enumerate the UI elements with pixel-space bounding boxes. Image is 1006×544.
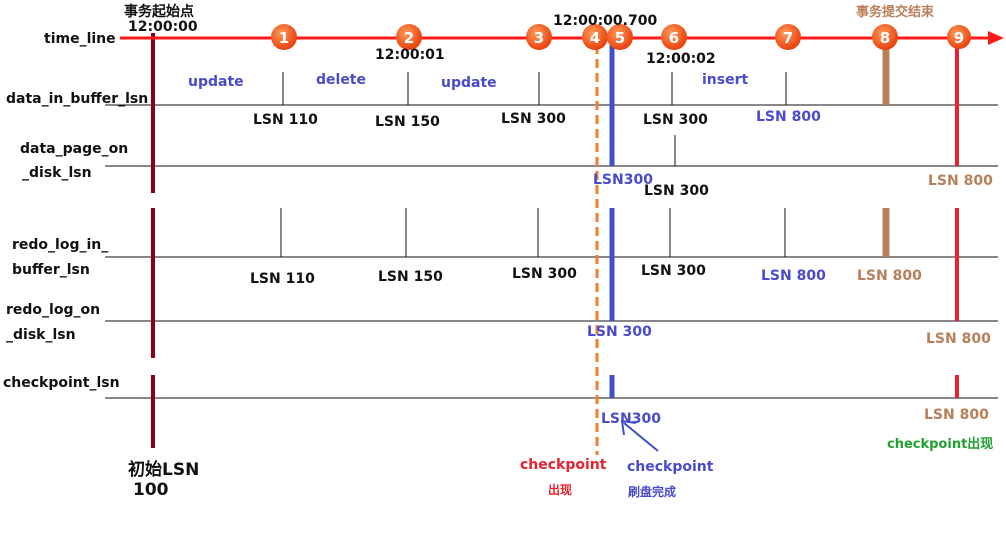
op-update-2: update (441, 75, 497, 91)
checkpoint-appear-label: checkpoint (520, 457, 607, 473)
start-title: 事务起始点 (124, 3, 194, 20)
checkpoint-flush-label: checkpoint (627, 459, 714, 475)
marker-1: 1 (271, 24, 297, 50)
lsn-label: LSN300 (593, 172, 653, 188)
ticks (280, 72, 787, 257)
row-label-redo-disk-2: _disk_lsn (6, 327, 76, 343)
checkpoint-flush-label-2: 刷盘完成 (628, 484, 676, 499)
initial-lsn-label: 初始LSN (128, 459, 199, 480)
row-label-checkpoint: checkpoint_lsn (3, 375, 120, 391)
marker-4: 4 (582, 24, 608, 50)
lsn-label: LSN 300 (644, 183, 709, 199)
marker-6: 6 (661, 24, 687, 50)
svg-text:3: 3 (534, 29, 544, 47)
lsn-label: LSN 800 (756, 109, 821, 125)
row-label-time-line: time_line (44, 31, 116, 47)
row-label-redo-buffer-2: buffer_lsn (12, 262, 90, 278)
lsn-label: LSN 300 (641, 263, 706, 279)
lsn-label: LSN 150 (378, 269, 443, 285)
row-lines (105, 104, 998, 399)
lsn-label: LSN300 (601, 411, 661, 427)
time-t2: 12:00:02 (646, 51, 716, 67)
svg-text:8: 8 (880, 29, 890, 47)
marker-2: 2 (396, 24, 422, 50)
lsn-label: LSN 300 (587, 324, 652, 340)
svg-text:7: 7 (783, 29, 793, 47)
lsn-label: LSN 300 (512, 266, 577, 282)
lsn-label: LSN 110 (250, 271, 315, 287)
marker-9: 9 (947, 25, 971, 49)
row-label-data-in-buffer: data_in_buffer_lsn (6, 91, 148, 107)
svg-text:2: 2 (404, 29, 414, 47)
time-t0: 12:00:00 (128, 19, 198, 35)
lsn-label: LSN 110 (253, 112, 318, 128)
marker-5: 5 (607, 24, 633, 50)
flush-arrow (620, 419, 659, 452)
op-delete: delete (316, 72, 366, 88)
row-label-redo-buffer-1: redo_log_in_ (12, 237, 108, 253)
svg-text:4: 4 (590, 29, 600, 47)
initial-lsn-value: 100 (133, 480, 169, 500)
marker-8: 8 (872, 24, 898, 50)
lsn-label: LSN 800 (926, 331, 991, 347)
timeline-markers: 1 2 3 4 5 6 7 8 9 (271, 24, 971, 50)
op-update-1: update (188, 74, 244, 90)
time-t700: 12:00:00.700 (553, 13, 657, 29)
lsn-label: LSN 800 (761, 268, 826, 284)
marker-3: 3 (526, 24, 552, 50)
checkpoint-final-label: checkpoint出现 (887, 436, 993, 452)
row-label-data-page-1: data_page_on (20, 141, 128, 157)
svg-text:9: 9 (954, 29, 964, 47)
row-label-redo-disk-1: redo_log_on (6, 302, 100, 318)
svg-text:5: 5 (615, 29, 625, 47)
time-t1: 12:00:01 (375, 47, 445, 63)
lsn-label: LSN 800 (924, 407, 989, 423)
checkpoint-appear-label-2: 出现 (548, 482, 572, 497)
commit-title: 事务提交结束 (856, 4, 935, 20)
op-insert: insert (702, 72, 748, 88)
lsn-label: LSN 150 (375, 114, 440, 130)
lsn-label: LSN 800 (928, 173, 993, 189)
arrow-right-icon (988, 31, 1004, 45)
row-label-data-page-2: _disk_lsn (22, 165, 92, 181)
svg-text:1: 1 (279, 29, 289, 47)
lsn-label: LSN 300 (501, 111, 566, 127)
lsn-label: LSN 300 (643, 112, 708, 128)
svg-text:6: 6 (669, 29, 679, 47)
lsn-label: LSN 800 (857, 268, 922, 284)
marker-7: 7 (775, 24, 801, 50)
